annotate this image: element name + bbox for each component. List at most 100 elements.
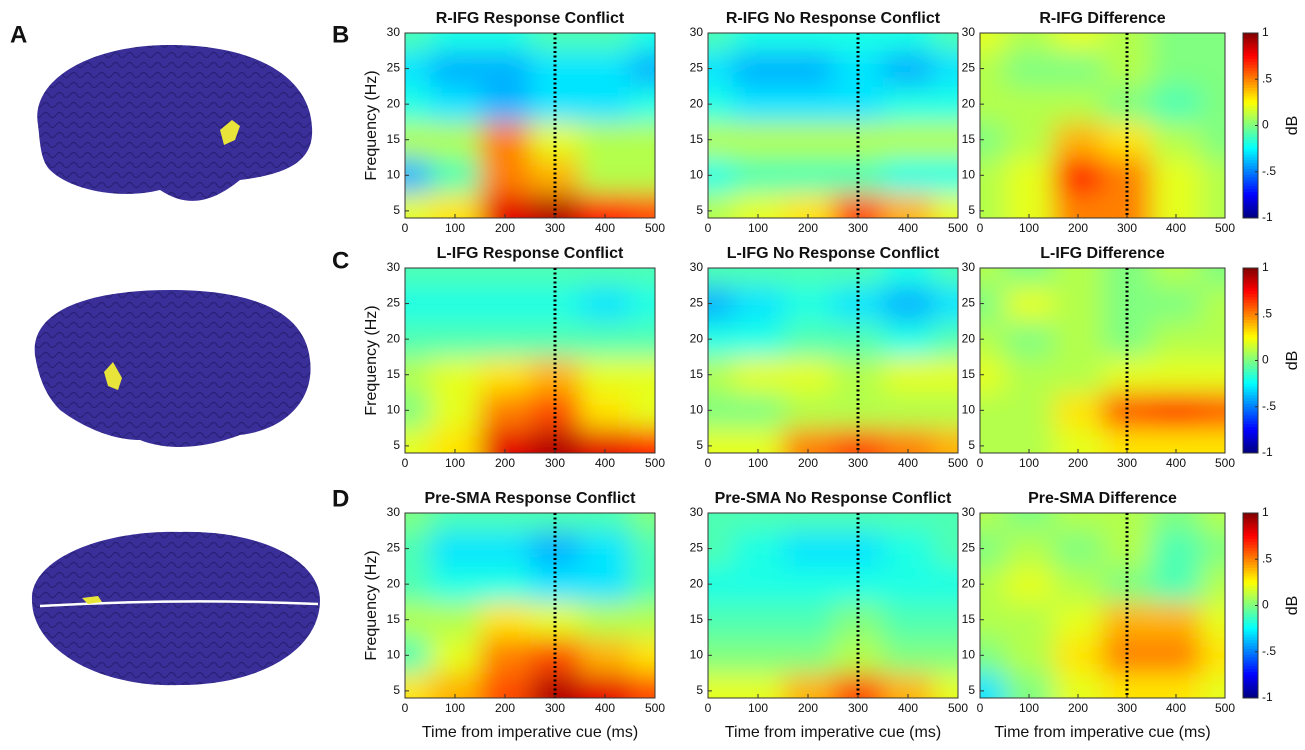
- heatmap-cell: [883, 566, 934, 603]
- colorbar-swatch: [1243, 585, 1258, 589]
- x-tick-label: 0: [402, 701, 409, 715]
- heatmap-cell: [480, 428, 531, 453]
- x-tick-label: 0: [977, 221, 984, 235]
- colorbar-swatch: [1243, 322, 1258, 327]
- colorbar-tick-label: 0: [1262, 598, 1269, 612]
- heatmap-cell: [733, 392, 784, 429]
- heatmap-cell: [1102, 637, 1152, 674]
- y-tick-label: 25: [690, 541, 704, 555]
- heatmap-cell: [980, 566, 1005, 603]
- x-tick-label: 400: [595, 456, 615, 470]
- heatmap-cell: [530, 601, 581, 639]
- heatmap-cell: [1151, 566, 1201, 603]
- y-tick-label: 30: [387, 25, 401, 39]
- colorbar-swatch: [1243, 160, 1258, 164]
- colorbar-swatch: [1243, 415, 1258, 419]
- colorbar-swatch: [1243, 409, 1258, 414]
- colorbar-swatch: [1243, 611, 1258, 615]
- colorbar-swatch: [1243, 38, 1258, 43]
- colorbar-swatch: [1243, 73, 1258, 77]
- heatmap-cell: [580, 428, 631, 453]
- heatmap-cell: [405, 601, 431, 639]
- y-tick-label: 25: [690, 296, 704, 310]
- heatmap-cell: [980, 428, 1005, 453]
- heatmap-cell: [980, 637, 1005, 674]
- heatmap-cells: [980, 268, 1225, 453]
- colorbar-swatch: [1243, 651, 1258, 656]
- heatmap-cell: [980, 86, 1005, 123]
- heatmap: [708, 268, 958, 453]
- heatmap-cell: [405, 428, 431, 453]
- heatmap-cell: [933, 157, 958, 194]
- x-tick-label: 300: [1117, 456, 1137, 470]
- colorbar-swatch: [1243, 357, 1258, 361]
- heatmap-cell: [733, 285, 784, 322]
- heatmap-cell: [630, 673, 655, 698]
- heatmap-cell: [430, 50, 481, 87]
- colorbar-swatch: [1243, 102, 1258, 106]
- colorbar-swatch: [1243, 383, 1258, 388]
- colorbar-swatch: [1243, 544, 1258, 549]
- x-tick-label: 100: [1019, 221, 1039, 235]
- colorbar-swatch: [1243, 392, 1258, 396]
- panel-letter: A: [10, 21, 27, 48]
- heatmap-cell: [580, 285, 631, 322]
- heatmap-cell: [883, 513, 934, 532]
- colorbar-swatch: [1243, 539, 1258, 543]
- heatmap-cell: [1004, 601, 1054, 639]
- heatmap-cell: [883, 285, 934, 322]
- colorbar-swatch: [1243, 171, 1258, 176]
- heatmap-cell: [1004, 392, 1054, 429]
- heatmap-cell: [1004, 321, 1054, 358]
- colorbar-swatch: [1243, 591, 1258, 595]
- colorbar-swatch: [1243, 426, 1258, 431]
- y-tick-label: 15: [962, 367, 976, 381]
- chart-title: R-IFG Difference: [1039, 10, 1165, 27]
- plot-frame: [707, 512, 959, 699]
- y-tick-label: 25: [387, 61, 401, 75]
- colorbar-swatch: [1243, 666, 1258, 670]
- y-tick-label: 30: [962, 260, 976, 274]
- heatmap-cell: [630, 268, 655, 287]
- heatmap-cell: [1053, 121, 1103, 159]
- y-tick-label: 10: [387, 167, 401, 181]
- heatmap-cell: [933, 673, 958, 698]
- heatmap-cell: [733, 268, 784, 287]
- y-axis-label: Frequency (Hz): [363, 550, 380, 660]
- heatmap-cell: [480, 33, 531, 52]
- colorbar-swatch: [1243, 128, 1258, 132]
- heatmap-cell: [405, 157, 431, 194]
- y-tick-label: 15: [962, 612, 976, 626]
- heatmap-cell: [1053, 428, 1103, 453]
- heatmap-cell: [783, 428, 834, 453]
- heatmap-cell: [480, 121, 531, 159]
- heatmap-cell: [1151, 428, 1201, 453]
- colorbar-swatch: [1243, 340, 1258, 344]
- x-tick-label: 0: [705, 701, 712, 715]
- colorbar-swatch: [1243, 547, 1258, 552]
- colorbar-swatch: [1243, 47, 1258, 51]
- x-tick-label: 100: [445, 456, 465, 470]
- colorbar-swatch: [1243, 671, 1258, 676]
- x-tick-label: 500: [1215, 221, 1235, 235]
- colorbar-tick-label: 1: [1262, 25, 1269, 39]
- heatmap-cell: [883, 637, 934, 674]
- y-tick-label: 15: [387, 367, 401, 381]
- heatmap-cell: [580, 513, 631, 532]
- colorbar-tick-label: -.5: [1262, 399, 1276, 413]
- colorbar-swatch: [1243, 119, 1258, 124]
- y-tick-label: 15: [690, 132, 704, 146]
- colorbar-swatch: [1243, 70, 1258, 74]
- heatmap-cell: [783, 637, 834, 674]
- colorbar-swatch: [1243, 331, 1258, 335]
- heatmap-cell: [1053, 513, 1103, 532]
- colorbar-swatch: [1243, 56, 1258, 60]
- x-tick-label: 500: [1215, 701, 1235, 715]
- y-tick-label: 25: [962, 541, 976, 555]
- x-tick-label: 200: [1068, 701, 1088, 715]
- colorbar-tick-label: -.5: [1262, 164, 1276, 178]
- heatmap-cell: [733, 673, 784, 698]
- y-tick-label: 25: [387, 296, 401, 310]
- colorbar-swatch: [1243, 631, 1258, 635]
